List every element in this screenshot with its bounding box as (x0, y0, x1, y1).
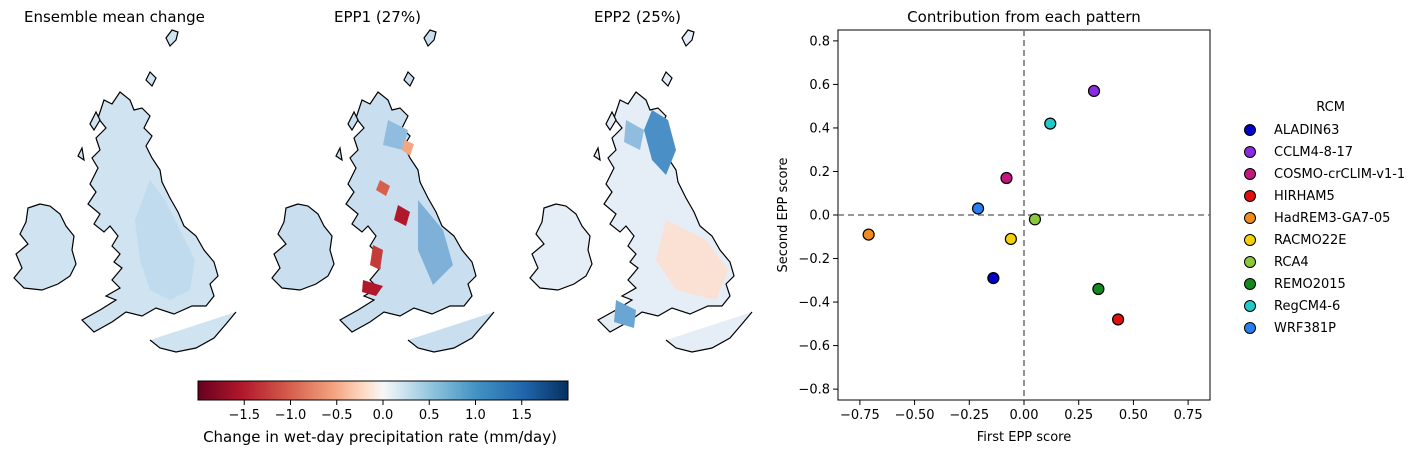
legend-item: HadREM3-GA7-05 (1236, 207, 1405, 229)
colorbar-tick-label: 1.0 (465, 408, 486, 423)
x-tick-label: −0.50 (895, 408, 935, 423)
colorbar-tick-label: −0.5 (321, 408, 353, 423)
legend-marker (1244, 146, 1256, 158)
legend-label: WRF381P (1274, 320, 1337, 336)
legend-title: RCM (1316, 100, 1345, 115)
map2-title: EPP1 (27%) (334, 8, 421, 26)
legend-item: COSMO-crCLIM-v1-1 (1236, 163, 1405, 185)
legend-marker (1244, 256, 1256, 268)
legend-label: COSMO-crCLIM-v1-1 (1274, 166, 1406, 182)
colorbar-tick-label: −1.0 (275, 408, 307, 423)
point-hadrem3-ga7-05 (862, 228, 875, 241)
y-tick-label: 0.6 (809, 78, 830, 93)
x-tick-label: 0.50 (1119, 408, 1148, 423)
legend-item: HIRHAM5 (1236, 185, 1405, 207)
legend-marker (1244, 124, 1256, 136)
legend-item: ALADIN63 (1236, 119, 1405, 141)
x-tick-label: 0.25 (1064, 408, 1093, 423)
colorbar-gradient (197, 380, 569, 401)
map3-epp2 (529, 29, 753, 353)
point-wrf381p (971, 202, 985, 215)
point-remo2015 (1092, 282, 1105, 296)
colorbar-tick-label: 0.0 (373, 408, 394, 423)
point-hirham5 (1111, 313, 1125, 326)
point-racmo22e (1004, 232, 1017, 246)
legend-marker (1244, 168, 1256, 180)
y-tick-label: 0.0 (809, 209, 830, 224)
y-tick-label: 0.4 (809, 121, 830, 136)
y-tick-label: −0.6 (798, 339, 830, 354)
legend-marker (1244, 278, 1256, 290)
y-tick-label: 0.2 (809, 165, 830, 180)
legend-item: RCA4 (1236, 251, 1405, 273)
x-tick-label: 0.00 (1010, 408, 1039, 423)
legend-item: CCLM4-8-17 (1236, 141, 1405, 163)
legend-marker (1244, 190, 1256, 202)
map1-ensemble-mean (13, 29, 237, 353)
point-cclm4-8-17 (1087, 84, 1101, 98)
legend-marker (1244, 322, 1256, 334)
legend-label: HadREM3-GA7-05 (1274, 210, 1391, 226)
y-tick-label: −0.2 (798, 252, 830, 267)
x-tick-label: 0.75 (1174, 408, 1203, 423)
legend-marker (1244, 212, 1256, 224)
legend-item: WRF381P (1236, 317, 1405, 339)
legend-item: RegCM4-6 (1236, 295, 1405, 317)
scatter-chart: Contribution from each pattern −0.75 −0.5… (776, 8, 1211, 445)
legend-label: RegCM4-6 (1274, 298, 1341, 314)
map2-epp1 (271, 29, 495, 353)
y-tick-label: 0.8 (809, 34, 830, 49)
scatter-ylabel: Second EPP score (776, 158, 791, 273)
x-tick-label: −0.75 (840, 408, 880, 423)
legend-item: REMO2015 (1236, 273, 1405, 295)
colorbar-tick-label: 0.5 (419, 408, 440, 423)
legend-marker (1244, 300, 1256, 312)
x-tick-label: −0.25 (949, 408, 989, 423)
scatter-title: Contribution from each pattern (907, 8, 1141, 26)
legend-label: HIRHAM5 (1274, 188, 1335, 204)
legend-label: REMO2015 (1274, 276, 1346, 292)
y-tick-label: −0.4 (798, 296, 830, 311)
point-rca4 (1028, 213, 1042, 226)
scatter-xlabel: First EPP score (977, 430, 1071, 445)
legend-label: CCLM4-8-17 (1274, 144, 1354, 160)
point-aladin63 (987, 272, 1000, 285)
legend-item: RACMO22E (1236, 229, 1405, 251)
point-regcm4-6 (1044, 117, 1057, 130)
colorbar: −1.5 −1.0 −0.5 0.0 0.5 1.0 1.5 Change in wet-d… (197, 380, 569, 446)
legend-label: RCA4 (1274, 254, 1309, 270)
colorbar-label: Change in wet-day precipitation rate (mm… (203, 428, 557, 446)
legend-label: RACMO22E (1274, 232, 1347, 248)
legend: RCM ALADIN63 CCLM4-8-17 COSMO-crCLIM-v1-1 H… (1236, 100, 1405, 339)
colorbar-tick-label: 1.5 (511, 408, 532, 423)
point-cosmo-crclim-v1-1 (1000, 171, 1013, 185)
map3-title: EPP2 (25%) (594, 8, 681, 26)
colorbar-tick-label: −1.5 (228, 408, 260, 423)
legend-marker (1244, 234, 1256, 246)
legend-label: ALADIN63 (1274, 122, 1340, 138)
maps-panel (13, 29, 753, 353)
map1-title: Ensemble mean change (24, 8, 205, 26)
y-tick-label: −0.8 (798, 383, 830, 398)
